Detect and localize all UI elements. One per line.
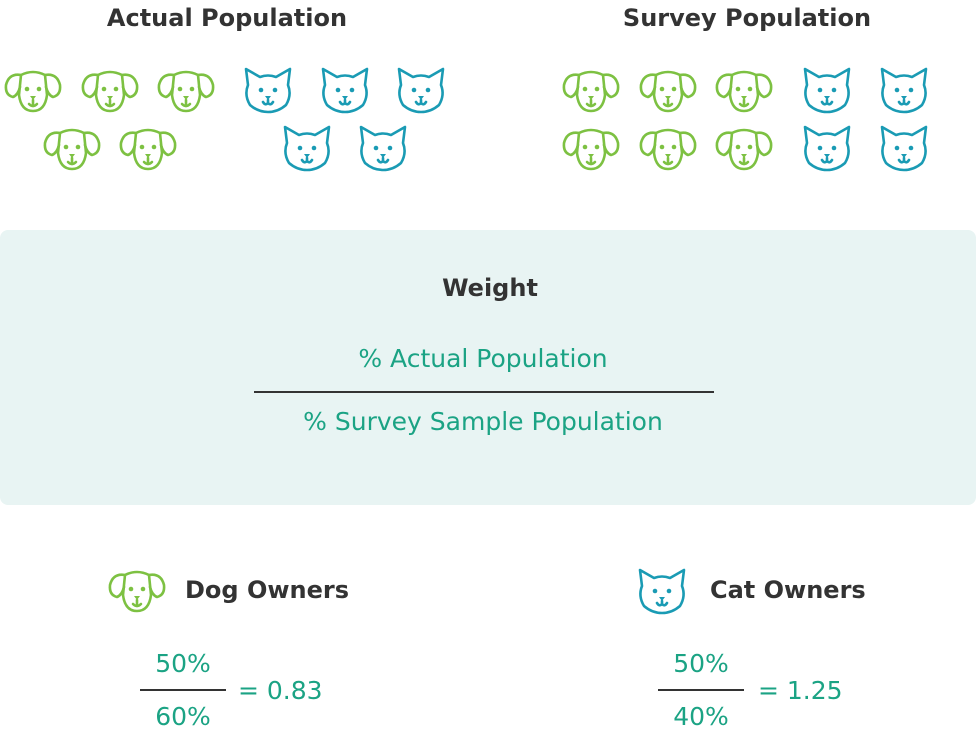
- dog-icon: [119, 128, 177, 171]
- cat-icon: [283, 125, 331, 172]
- dog-icon: [157, 70, 215, 113]
- result-label: Cat Owners: [710, 576, 866, 604]
- cat-icon: [321, 67, 369, 114]
- cat-icon: [880, 125, 928, 172]
- cat-icon: [803, 67, 851, 114]
- cat-icon: [803, 125, 851, 172]
- dog-icon: [639, 128, 697, 171]
- cat-icon: [880, 67, 928, 114]
- formula-panel: [0, 230, 976, 505]
- result-value: = 1.25: [758, 676, 843, 705]
- result-numerator: 50%: [673, 649, 729, 678]
- group-title: Survey Population: [623, 4, 871, 32]
- formula-numerator: % Actual Population: [358, 344, 607, 373]
- result-label: Dog Owners: [185, 576, 349, 604]
- result-denominator: 60%: [155, 702, 211, 731]
- group-title: Actual Population: [107, 4, 347, 32]
- result-numerator: 50%: [155, 649, 211, 678]
- cat-icon: [397, 67, 445, 114]
- cat-icon: [638, 568, 686, 615]
- dog-icon: [562, 128, 620, 171]
- formula-denominator: % Survey Sample Population: [303, 407, 663, 436]
- dog-icon: [43, 128, 101, 171]
- dog-icon: [81, 70, 139, 113]
- cat-icon: [244, 67, 292, 114]
- icon-layer: [4, 67, 928, 172]
- result-denominator: 40%: [673, 702, 729, 731]
- dog-icon: [108, 570, 166, 613]
- dog-icon: [4, 70, 62, 113]
- dog-icon: [715, 70, 773, 113]
- dog-icon: [639, 70, 697, 113]
- dog-icon: [562, 70, 620, 113]
- result-value: = 0.83: [238, 676, 323, 705]
- formula-title: Weight: [442, 274, 538, 302]
- dog-icon: [715, 128, 773, 171]
- cat-icon: [359, 125, 407, 172]
